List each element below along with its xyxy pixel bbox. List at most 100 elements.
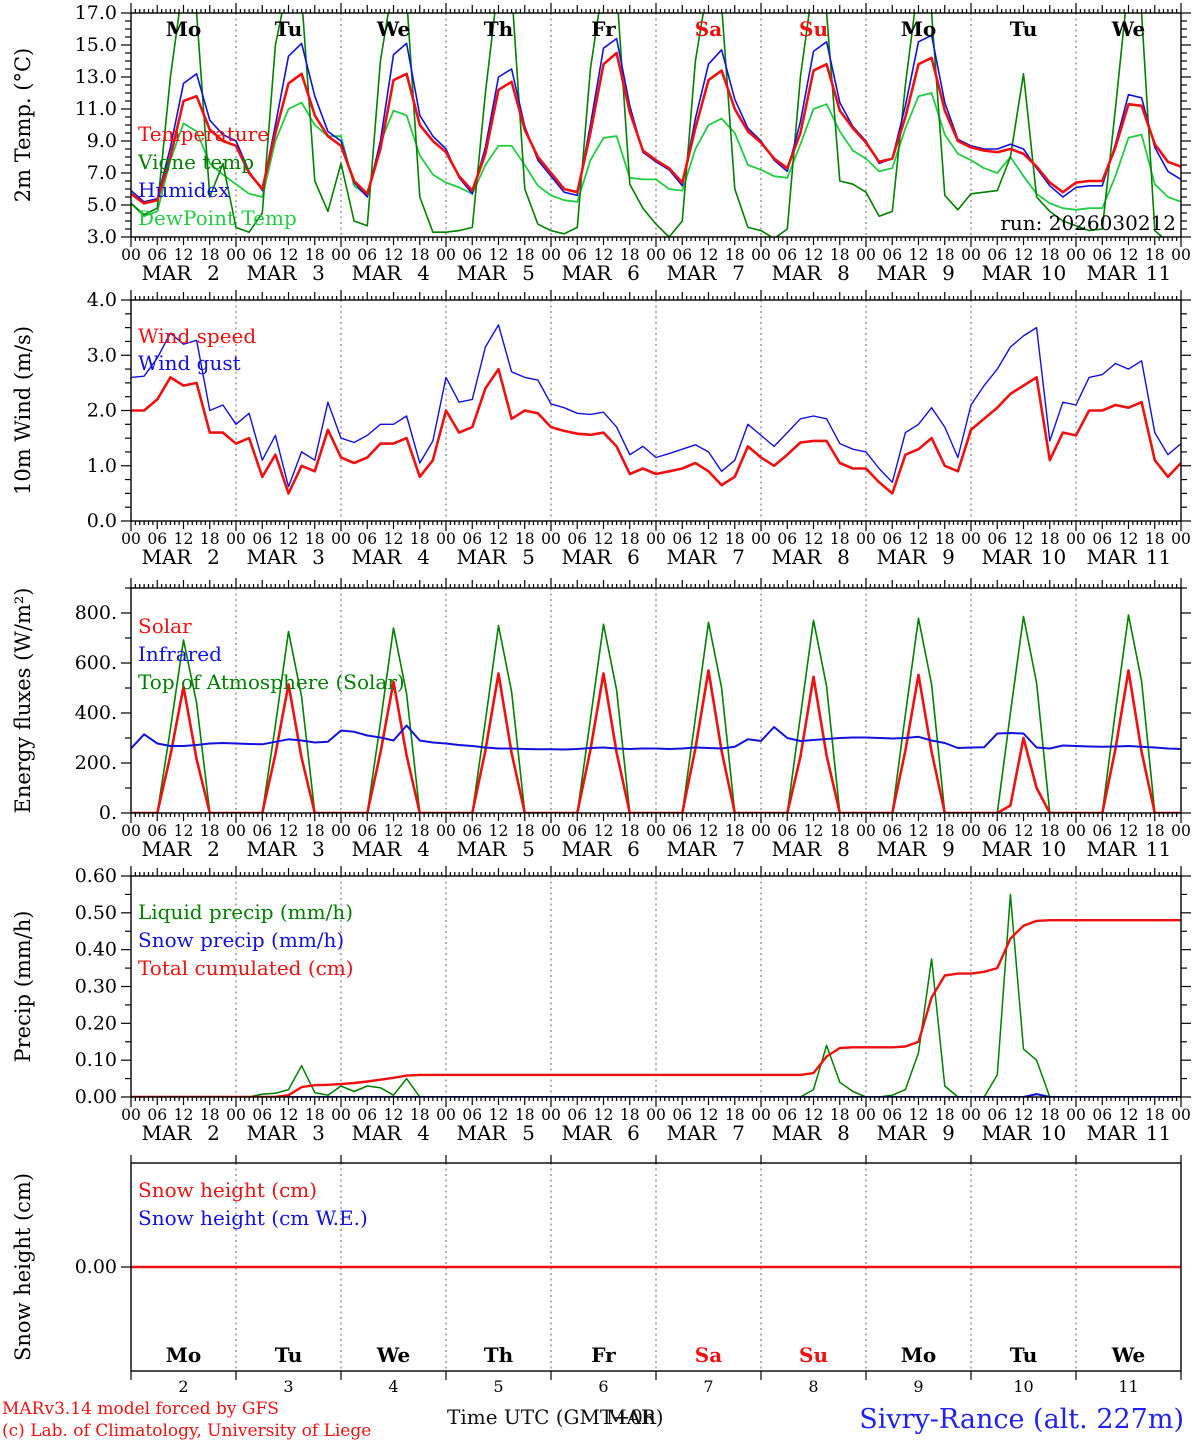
y-tick-label: 0.20 bbox=[75, 1012, 117, 1034]
hour-label: 18 bbox=[1040, 1106, 1060, 1124]
footer-model-credit: MARv3.14 model forced by GFS bbox=[2, 1399, 279, 1419]
hour-label: 18 bbox=[725, 822, 745, 840]
legend-entry: Snow height (cm) bbox=[138, 1178, 317, 1202]
hour-label: 18 bbox=[830, 1106, 850, 1124]
y-axis-title: Energy fluxes (W/m²) bbox=[11, 588, 35, 814]
legend-entry: Total cumulated (cm) bbox=[138, 956, 354, 980]
hour-label: 12 bbox=[804, 246, 824, 264]
hour-label: 00 bbox=[121, 822, 141, 840]
date-num-label: 2 bbox=[207, 1121, 220, 1145]
date-num-label: 11 bbox=[1118, 1377, 1138, 1396]
hour-label: 06 bbox=[567, 822, 587, 840]
date-month-label: MAR bbox=[562, 545, 613, 569]
hour-label: 06 bbox=[147, 822, 167, 840]
hour-label: 06 bbox=[357, 822, 377, 840]
date-num-label: 11 bbox=[1146, 545, 1171, 569]
hour-label: 12 bbox=[279, 822, 299, 840]
hour-label: 12 bbox=[1119, 822, 1139, 840]
day-name-label: Mo bbox=[166, 17, 201, 41]
hour-label: 12 bbox=[489, 530, 509, 548]
hour-label: 06 bbox=[672, 246, 692, 264]
hour-label: 00 bbox=[961, 822, 981, 840]
y-tick-label: 7.0 bbox=[87, 162, 117, 184]
date-month-label: MAR bbox=[142, 1121, 193, 1145]
day-name-label: We bbox=[376, 1343, 411, 1367]
date-num-label: 8 bbox=[837, 545, 850, 569]
date-num-label: 3 bbox=[312, 837, 325, 861]
date-num-label: 10 bbox=[1041, 261, 1066, 285]
hour-label: 06 bbox=[567, 530, 587, 548]
date-month-label: MAR bbox=[352, 837, 403, 861]
date-num-label: 6 bbox=[627, 261, 640, 285]
date-num-label: 9 bbox=[913, 1377, 923, 1396]
hour-label: 18 bbox=[620, 530, 640, 548]
hour-label: 06 bbox=[462, 822, 482, 840]
hour-label: 06 bbox=[882, 530, 902, 548]
hour-label: 18 bbox=[620, 246, 640, 264]
hour-label: 18 bbox=[200, 530, 220, 548]
date-month-label: MAR bbox=[457, 837, 508, 861]
date-num-label: 10 bbox=[1041, 837, 1066, 861]
hour-label: 12 bbox=[279, 1106, 299, 1124]
hour-label: 18 bbox=[1145, 822, 1165, 840]
hour-label: 06 bbox=[777, 1106, 797, 1124]
date-month-label: MAR bbox=[982, 261, 1033, 285]
hour-label: 18 bbox=[410, 822, 430, 840]
y-tick-label: 15.0 bbox=[75, 34, 117, 56]
date-num-label: 4 bbox=[388, 1377, 398, 1396]
legend-entry: Liquid precip (mm/h) bbox=[138, 900, 353, 924]
date-month-label: MAR bbox=[352, 1121, 403, 1145]
date-num-label: 7 bbox=[703, 1377, 713, 1396]
y-tick-label: 400. bbox=[75, 702, 117, 724]
legend-entry: Wind speed bbox=[138, 324, 256, 348]
legend-entry: Humidex bbox=[138, 178, 230, 202]
y-axis-title: 2m Temp. (°C) bbox=[11, 48, 35, 202]
month-label: MAR bbox=[606, 1405, 656, 1429]
date-month-label: MAR bbox=[247, 545, 298, 569]
date-num-label: 6 bbox=[627, 1121, 640, 1145]
hour-label: 12 bbox=[1014, 246, 1034, 264]
hour-label: 00 bbox=[1171, 246, 1191, 264]
y-tick-label: 0.30 bbox=[75, 976, 117, 998]
y-tick-label: 0.60 bbox=[75, 865, 117, 887]
hour-label: 06 bbox=[357, 1106, 377, 1124]
date-month-label: MAR bbox=[1087, 1121, 1138, 1145]
hour-label: 00 bbox=[1171, 1106, 1191, 1124]
date-num-label: 7 bbox=[732, 261, 745, 285]
hour-label: 00 bbox=[121, 246, 141, 264]
hour-label: 18 bbox=[725, 530, 745, 548]
y-tick-label: 2.0 bbox=[87, 400, 117, 422]
date-month-label: MAR bbox=[142, 837, 193, 861]
hour-label: 00 bbox=[856, 1106, 876, 1124]
hour-label: 06 bbox=[462, 1106, 482, 1124]
day-name-label: Th bbox=[484, 17, 514, 41]
hour-label: 06 bbox=[777, 246, 797, 264]
y-tick-label: 800. bbox=[75, 602, 117, 624]
date-month-label: MAR bbox=[562, 837, 613, 861]
hour-label: 06 bbox=[147, 1106, 167, 1124]
date-num-label: 8 bbox=[837, 837, 850, 861]
date-num-label: 9 bbox=[942, 1121, 955, 1145]
hour-label: 12 bbox=[909, 822, 929, 840]
hour-label: 00 bbox=[436, 1106, 456, 1124]
hour-label: 06 bbox=[1092, 822, 1112, 840]
date-month-label: MAR bbox=[877, 837, 928, 861]
hour-label: 18 bbox=[305, 1106, 325, 1124]
date-month-label: MAR bbox=[562, 1121, 613, 1145]
date-month-label: MAR bbox=[772, 545, 823, 569]
hour-label: 12 bbox=[489, 246, 509, 264]
date-num-label: 5 bbox=[493, 1377, 503, 1396]
hour-label: 06 bbox=[462, 246, 482, 264]
hour-label: 18 bbox=[620, 822, 640, 840]
series-temperature bbox=[131, 51, 1181, 205]
legend-entry: Infrared bbox=[138, 642, 222, 666]
hour-label: 06 bbox=[567, 246, 587, 264]
day-name-label: Sa bbox=[695, 1343, 722, 1367]
day-name-label: Tu bbox=[1010, 17, 1038, 41]
date-num-label: 4 bbox=[417, 545, 430, 569]
y-tick-label: 0.10 bbox=[75, 1049, 117, 1071]
y-tick-label: 5.0 bbox=[87, 194, 117, 216]
y-tick-label: 0.00 bbox=[75, 1086, 117, 1108]
